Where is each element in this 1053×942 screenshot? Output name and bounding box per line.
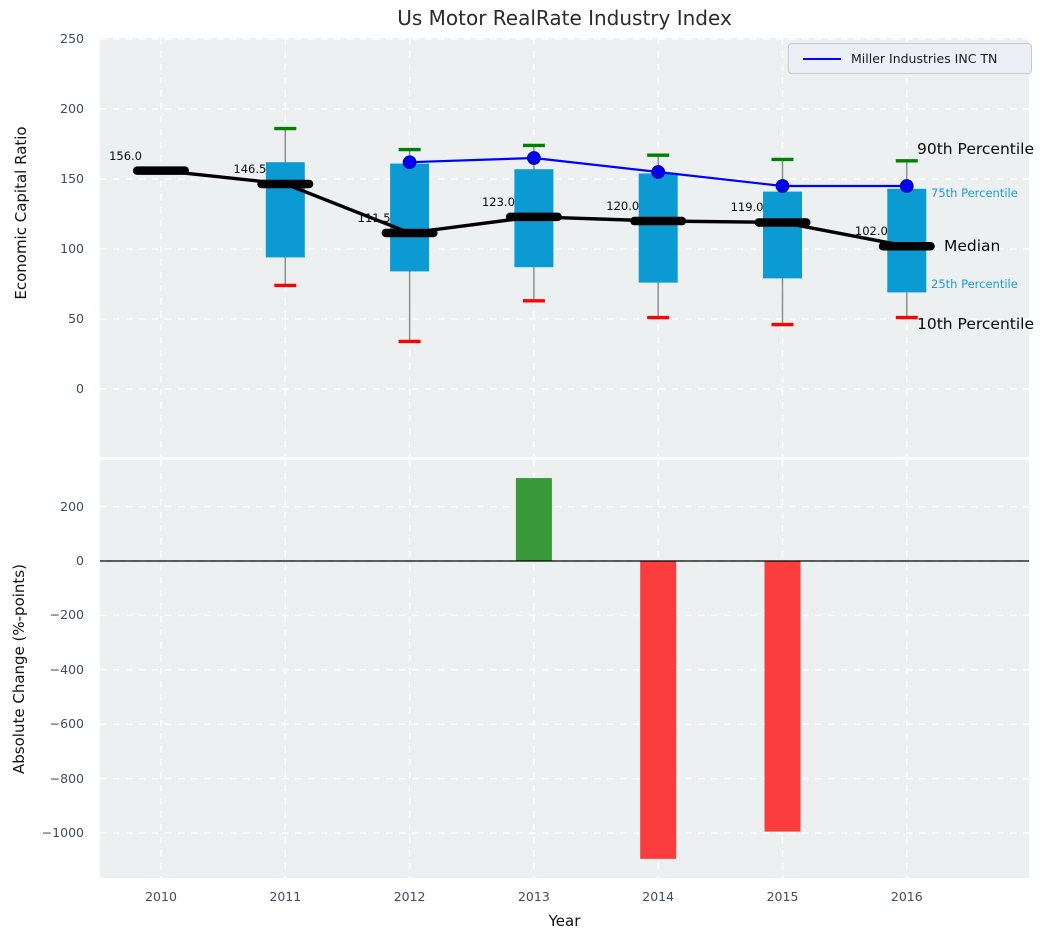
median-marker-2010 (133, 166, 189, 175)
x-tick-2010: 2010 (131, 889, 191, 904)
bar-2014 (640, 561, 676, 859)
legend: Miller Industries INC TN (788, 43, 1032, 74)
annotation-10th-percentile: 10th Percentile (917, 315, 1034, 333)
annotation-median: Median (944, 237, 1000, 255)
x-tick-2014: 2014 (628, 889, 688, 904)
box-2011 (266, 162, 305, 257)
top-y-tick-200: 200 (24, 101, 84, 116)
x-tick-2011: 2011 (255, 889, 315, 904)
median-value-label-2011: 146.5 (233, 162, 266, 176)
bottom-axes-background (100, 460, 1029, 878)
median-marker-2014 (630, 217, 686, 226)
company-dot-2014 (652, 166, 665, 179)
annotation-25th-percentile: 25th Percentile (931, 277, 1018, 291)
chart-title: Us Motor RealRate Industry Index (100, 6, 1029, 30)
median-marker-2011 (257, 180, 313, 189)
top-y-tick-50: 50 (24, 311, 84, 326)
top-y-tick-250: 250 (24, 31, 84, 46)
x-tick-2013: 2013 (504, 889, 564, 904)
bottom-y-tick--1000: −1000 (24, 825, 84, 840)
company-dot-2015 (776, 180, 789, 193)
legend-label: Miller Industries INC TN (851, 51, 997, 66)
box-2014 (639, 173, 678, 282)
bar-2013 (516, 478, 552, 561)
figure: Us Motor RealRate Industry Index Economi… (0, 0, 1053, 942)
annotation-90th-percentile: 90th Percentile (917, 140, 1034, 158)
median-marker-2012 (382, 229, 438, 238)
bottom-y-tick--600: −600 (24, 716, 84, 731)
box-2015 (763, 192, 802, 279)
x-tick-2016: 2016 (877, 889, 937, 904)
bottom-y-tick--800: −800 (24, 771, 84, 786)
bottom-y-tick--200: −200 (24, 607, 84, 622)
x-tick-2012: 2012 (380, 889, 440, 904)
company-dot-2013 (528, 152, 541, 165)
bar-2015 (765, 561, 801, 832)
box-2016 (887, 189, 926, 293)
x-tick-2015: 2015 (753, 889, 813, 904)
median-value-label-2012: 111.5 (358, 211, 391, 225)
median-value-label-2015: 119.0 (731, 200, 764, 214)
median-marker-2016 (879, 242, 935, 251)
median-value-label-2014: 120.0 (606, 199, 639, 213)
legend-line-sample (803, 58, 841, 60)
box-2012 (390, 164, 429, 272)
top-y-tick-150: 150 (24, 171, 84, 186)
company-dot-2012 (403, 156, 416, 169)
top-y-tick-100: 100 (24, 241, 84, 256)
bottom-y-tick--400: −400 (24, 662, 84, 677)
top-y-tick-0: 0 (24, 381, 84, 396)
median-value-label-2013: 123.0 (482, 195, 515, 209)
median-value-label-2016: 102.0 (855, 224, 888, 238)
median-marker-2015 (755, 218, 811, 227)
annotation-75th-percentile: 75th Percentile (931, 186, 1018, 200)
median-value-label-2010: 156.0 (109, 149, 142, 163)
x-axis-label: Year (100, 912, 1029, 930)
company-dot-2016 (901, 180, 914, 193)
bottom-y-tick-200: 200 (24, 499, 84, 514)
median-marker-2013 (506, 213, 562, 222)
plot-canvas (0, 0, 1053, 942)
bottom-y-tick-0: 0 (24, 553, 84, 568)
